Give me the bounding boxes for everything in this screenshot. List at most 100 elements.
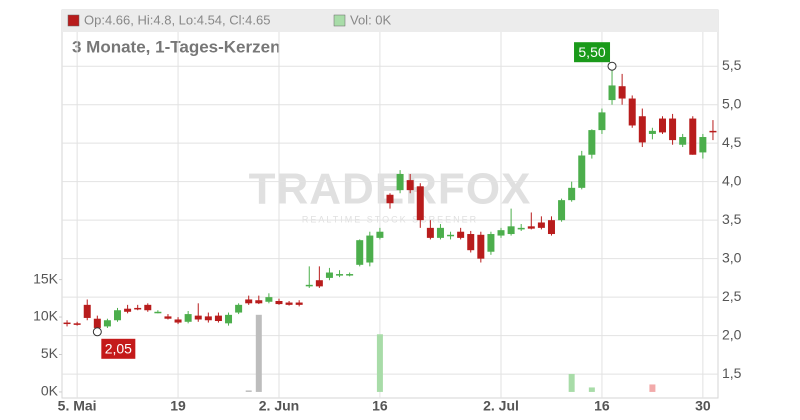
x-tick-label: 16	[594, 398, 610, 414]
candle-body	[477, 234, 485, 259]
candle-body	[225, 314, 233, 324]
candle-body	[608, 85, 616, 101]
candle-body	[648, 130, 656, 134]
candle-body	[114, 310, 122, 321]
high-marker	[607, 61, 617, 71]
plot: 5,50 2,05	[63, 42, 717, 392]
candle-body	[93, 318, 101, 328]
volume-bar	[245, 390, 252, 392]
y2-tick-label: 15K	[33, 270, 59, 286]
low-marker	[92, 327, 102, 337]
candle-body	[194, 315, 202, 320]
candle-body	[83, 304, 91, 318]
y-tick-label: 4,0	[722, 172, 742, 188]
candle-body	[73, 323, 81, 325]
candle-body	[517, 227, 525, 230]
x-tick-label: 2. Jun	[259, 398, 299, 414]
candle-body	[457, 231, 465, 238]
candle-body	[638, 116, 646, 143]
candle-body	[124, 308, 132, 312]
candle-body	[315, 280, 323, 287]
candle-body	[618, 86, 626, 99]
y-tick-label: 4,5	[722, 134, 742, 150]
y-tick-label: 2,5	[722, 288, 742, 304]
volume-bar	[588, 387, 595, 392]
candle-body	[487, 234, 495, 252]
candle-body	[699, 137, 707, 153]
volume-bar	[376, 334, 383, 392]
candle-body	[164, 316, 172, 319]
candle-body	[174, 319, 182, 323]
candle-body	[628, 98, 636, 126]
y-tick-label: 5,0	[722, 95, 742, 111]
y-tick-label: 2,0	[722, 326, 742, 342]
candle-body	[295, 302, 303, 305]
legend-swatch	[67, 14, 80, 27]
volume-bar	[649, 384, 656, 392]
high-label-box	[574, 42, 611, 63]
y-tick-label: 1,5	[722, 365, 742, 381]
candle-body	[558, 200, 566, 221]
candle-body	[709, 130, 717, 133]
candle-body	[447, 234, 455, 237]
x-tick-label: 19	[170, 398, 186, 414]
candle-body	[63, 322, 71, 325]
candle-body	[255, 300, 263, 304]
candle-body	[396, 173, 404, 191]
candle-body	[154, 311, 162, 314]
candle-body	[336, 274, 344, 276]
candle-body	[416, 186, 424, 221]
legend-text: Op:4.66, Hi:4.8, Lo:4.54, Cl:4.65	[84, 12, 270, 27]
candle-body	[658, 118, 666, 133]
y-tick-label: 3,0	[722, 249, 742, 265]
candle-body	[134, 307, 142, 310]
candle-body	[497, 230, 505, 236]
y-tick-label: 3,5	[722, 211, 742, 227]
candle-body	[184, 314, 192, 322]
candle-body	[679, 137, 687, 145]
candle-body	[325, 272, 333, 278]
candle-body	[689, 118, 697, 155]
candle-body	[214, 315, 222, 322]
candle-body	[285, 302, 293, 305]
candle-body	[376, 231, 384, 238]
candle-body	[537, 222, 545, 228]
candle-body	[598, 112, 606, 131]
candle-body	[245, 299, 253, 304]
candle-body	[305, 284, 313, 287]
candle-body	[426, 227, 434, 238]
candle-body	[144, 304, 152, 311]
candle-body	[578, 155, 586, 188]
candle-body	[275, 301, 283, 305]
candle-body	[406, 180, 414, 191]
candle-body	[366, 235, 374, 263]
candle-body	[527, 226, 535, 229]
volume-bar	[568, 373, 575, 392]
candle-body	[467, 234, 475, 251]
candle-body	[346, 274, 354, 276]
candle-body	[356, 240, 364, 265]
candle-body	[265, 297, 273, 302]
high-label: 5,50	[578, 44, 605, 60]
candle-body	[669, 118, 677, 141]
candle-body	[235, 304, 243, 313]
candle-body	[204, 316, 212, 321]
candle-body	[547, 220, 555, 235]
legend-swatch	[333, 14, 346, 27]
watermark-sub: REALTIME STOCK SCREENER	[302, 214, 478, 224]
candle-body	[588, 130, 596, 155]
candle-body	[568, 187, 576, 201]
x-tick-label: 30	[695, 398, 711, 414]
candle-body	[507, 226, 515, 235]
volume-bar	[255, 314, 262, 392]
x-tick-label: 2. Jul	[483, 398, 519, 414]
low-label-box	[101, 338, 136, 359]
candle-body	[103, 320, 111, 327]
x-tick-label: 5. Mai	[58, 398, 97, 414]
x-tick-label: 16	[372, 398, 388, 414]
y2-tick-label: 5K	[41, 345, 59, 361]
low-label: 2,05	[105, 340, 132, 356]
candle-body	[436, 227, 444, 238]
y2-tick-label: 10K	[33, 308, 59, 324]
